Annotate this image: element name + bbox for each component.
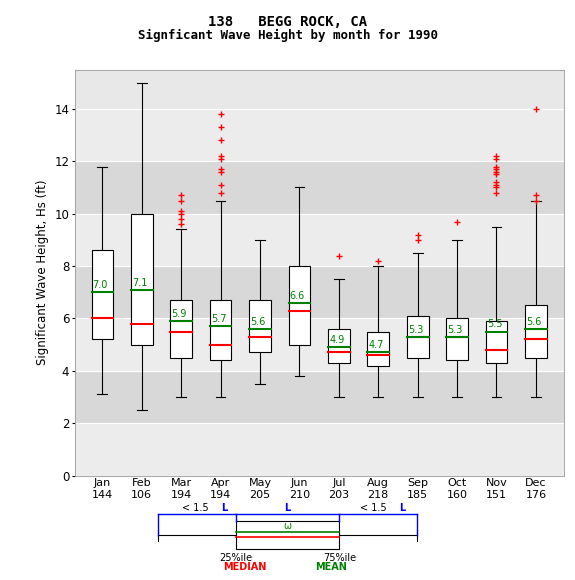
Bar <box>407 316 428 358</box>
Text: < 1.5: < 1.5 <box>182 503 209 513</box>
Text: 75%ile: 75%ile <box>323 553 356 563</box>
Text: 4.9: 4.9 <box>329 335 344 345</box>
Text: < 1.5: < 1.5 <box>361 503 387 513</box>
Text: 4.7: 4.7 <box>369 340 384 350</box>
Bar <box>75 213 564 266</box>
Text: 25%ile: 25%ile <box>219 553 252 563</box>
Text: 5.7: 5.7 <box>211 314 227 324</box>
Text: L: L <box>285 503 290 513</box>
Bar <box>75 109 564 161</box>
Text: L: L <box>400 503 406 513</box>
Bar <box>249 300 271 353</box>
Text: 5.6: 5.6 <box>526 317 542 327</box>
Text: 5.9: 5.9 <box>171 309 187 319</box>
Text: Signficant Wave Height by month for 1990: Signficant Wave Height by month for 1990 <box>137 29 438 42</box>
Text: MEDIAN: MEDIAN <box>223 561 266 572</box>
Bar <box>75 318 564 371</box>
Bar <box>75 266 564 318</box>
Y-axis label: Significant Wave Height, Hs (ft): Significant Wave Height, Hs (ft) <box>36 180 49 365</box>
Text: L: L <box>221 503 228 513</box>
Bar <box>525 305 547 358</box>
Bar <box>367 332 389 365</box>
Bar <box>75 371 564 423</box>
Text: 5.5: 5.5 <box>487 320 503 329</box>
Bar <box>210 300 231 360</box>
Text: 7.0: 7.0 <box>93 280 108 290</box>
Bar <box>289 266 310 345</box>
Bar <box>170 300 192 358</box>
Text: 6.6: 6.6 <box>290 291 305 300</box>
Bar <box>91 251 113 339</box>
Text: 138   BEGG ROCK, CA: 138 BEGG ROCK, CA <box>208 14 367 28</box>
Bar <box>328 329 350 363</box>
Text: ω: ω <box>283 521 292 531</box>
Text: 5.3: 5.3 <box>447 325 463 335</box>
Bar <box>131 213 152 345</box>
Bar <box>486 321 507 363</box>
Bar <box>446 318 468 360</box>
Text: 7.1: 7.1 <box>132 278 147 288</box>
Bar <box>75 423 564 476</box>
Text: MEAN: MEAN <box>315 561 347 572</box>
Bar <box>236 521 339 549</box>
Bar <box>75 161 564 213</box>
Text: 5.6: 5.6 <box>250 317 266 327</box>
Text: 5.3: 5.3 <box>408 325 423 335</box>
